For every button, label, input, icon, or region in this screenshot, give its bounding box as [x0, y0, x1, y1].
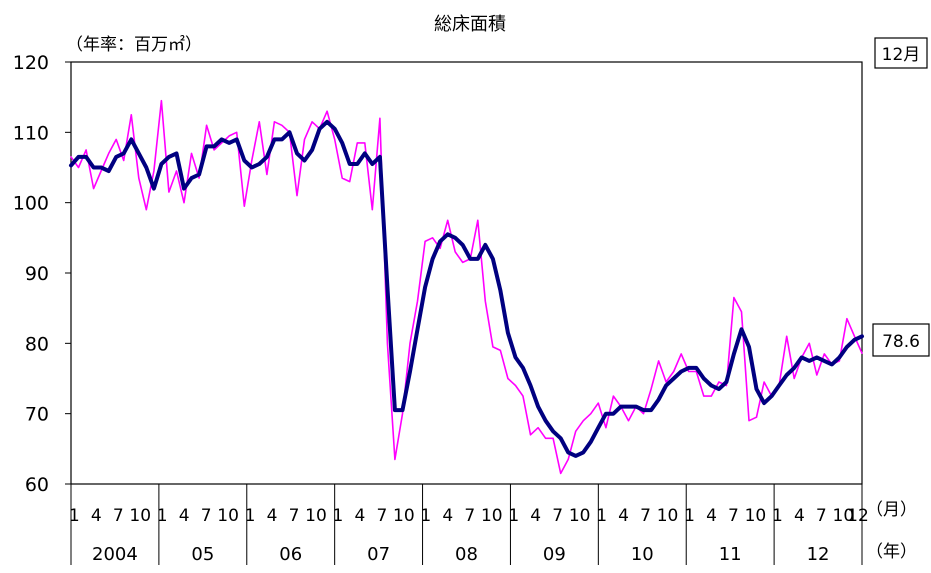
month-label: 10	[217, 506, 239, 526]
plot-area	[70, 61, 863, 485]
month-label: 1	[69, 506, 80, 526]
month-label: 10	[833, 506, 855, 526]
year-label: 2004	[92, 544, 138, 565]
month-badge-box	[874, 37, 928, 69]
month-label-final: 12	[847, 506, 869, 526]
series-line-1	[70, 99, 863, 475]
chart-title: 総床面積	[434, 14, 506, 35]
month-label: 4	[618, 506, 629, 526]
month-label: 1	[508, 506, 519, 526]
month-label: 7	[552, 506, 563, 526]
last-value-box	[872, 323, 930, 357]
month-label: 10	[129, 506, 151, 526]
month-label: 4	[706, 506, 717, 526]
month-label: 1	[333, 506, 344, 526]
month-label: 7	[289, 506, 300, 526]
year-label: 08	[455, 544, 478, 565]
month-label: 10	[569, 506, 591, 526]
y-tick-label: 100	[13, 193, 49, 215]
month-label: 4	[179, 506, 190, 526]
month-label: 1	[157, 506, 168, 526]
month-label: 1	[772, 506, 783, 526]
month-label: 7	[201, 506, 212, 526]
year-label: 06	[279, 544, 302, 565]
month-label: 4	[355, 506, 366, 526]
month-label: 1	[684, 506, 695, 526]
month-label: 1	[420, 506, 431, 526]
month-label: 10	[481, 506, 503, 526]
month-label: 7	[640, 506, 651, 526]
month-label: 4	[794, 506, 805, 526]
month-label: 4	[530, 506, 541, 526]
year-label: 11	[719, 544, 742, 565]
month-label: 4	[442, 506, 453, 526]
month-label: 10	[305, 506, 327, 526]
y-tick-label: 60	[25, 474, 49, 496]
year-label: 09	[543, 544, 566, 565]
year-label: 05	[191, 544, 214, 565]
month-label: 7	[816, 506, 827, 526]
month-label: 10	[745, 506, 767, 526]
month-label: 1	[596, 506, 607, 526]
month-badge: 12月	[882, 45, 921, 65]
series-line-2	[69, 119, 864, 458]
month-label: 7	[113, 506, 124, 526]
year-label: 12	[807, 544, 830, 565]
y-tick-label: 70	[25, 404, 49, 426]
last-value-label: 78.6	[882, 332, 920, 352]
y-axis-label: （年率：百万㎡）	[66, 35, 202, 55]
y-tick-label: 110	[13, 122, 49, 144]
month-label: 7	[728, 506, 739, 526]
month-label: 10	[393, 506, 415, 526]
month-label: 7	[376, 506, 387, 526]
month-label: 10	[657, 506, 679, 526]
year-label: 07	[367, 544, 390, 565]
month-label: 4	[91, 506, 102, 526]
month-label: 1	[245, 506, 256, 526]
month-label: 4	[267, 506, 278, 526]
month-label: 7	[464, 506, 475, 526]
y-tick-label: 120	[13, 52, 49, 74]
y-tick-label: 90	[25, 263, 49, 285]
year-axis-label: （年）	[866, 542, 917, 562]
y-tick-label: 80	[25, 333, 49, 355]
month-axis-label: （月）	[866, 500, 917, 520]
year-label: 10	[631, 544, 654, 565]
